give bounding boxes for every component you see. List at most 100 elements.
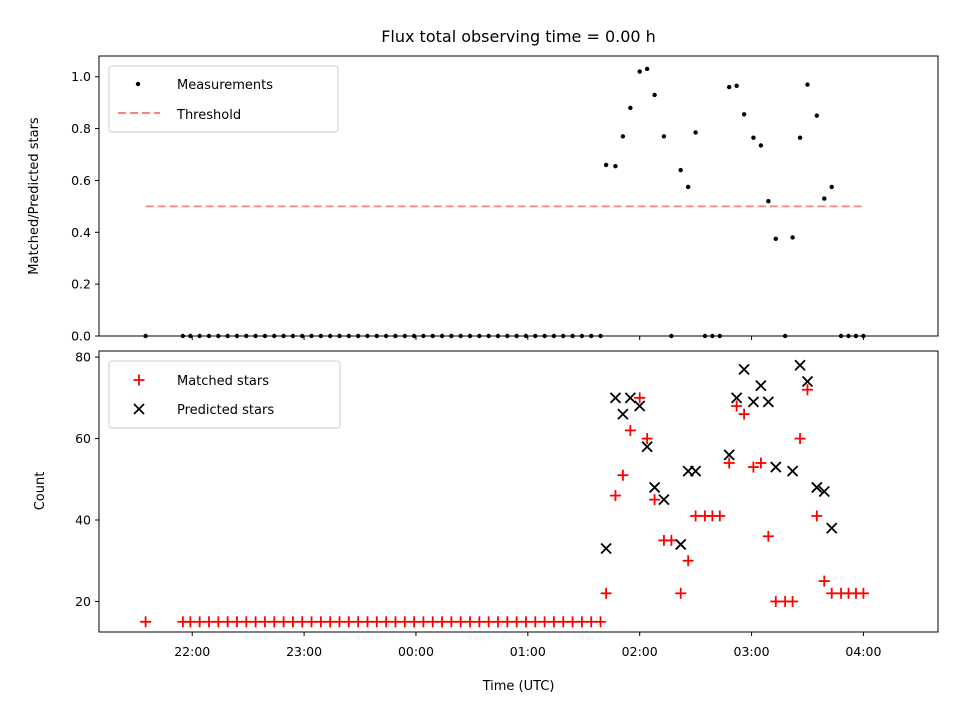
matched-star-point-64 xyxy=(738,408,750,420)
matched-star-point-45 xyxy=(585,616,597,628)
bottom-y-tick-label-1: 40 xyxy=(75,513,91,528)
predicted-star-point-22 xyxy=(818,485,830,498)
bottom-y-tick-label-2: 60 xyxy=(75,431,91,446)
matched-star-point-27 xyxy=(417,616,429,628)
matched-star-point-43 xyxy=(567,616,579,628)
matched-star-point-73 xyxy=(811,510,823,522)
matched-star-point-11 xyxy=(268,616,280,628)
matched-star-point-0 xyxy=(140,616,152,628)
measurement-point-54 xyxy=(661,134,667,139)
x-tick-label-2: 00:00 xyxy=(398,644,434,659)
matched-star-point-65 xyxy=(747,461,759,473)
matched-star-point-37 xyxy=(511,616,523,628)
x-tick-label-5: 03:00 xyxy=(734,644,770,659)
predicted-star-point-7 xyxy=(658,494,670,506)
x-tick-label-4: 02:00 xyxy=(622,644,658,659)
measurement-point-50 xyxy=(628,105,633,111)
matched-star-point-20 xyxy=(352,616,364,628)
matched-star-point-19 xyxy=(343,616,355,628)
matched-star-point-5 xyxy=(212,616,224,628)
matched-star-point-46 xyxy=(595,616,607,628)
bottom-axes-ticks: 20 40 60 80 22:00 23:00 00:00 01:00 02:00 03:00 04… xyxy=(75,350,881,659)
predicted-star-point-23 xyxy=(826,522,838,534)
top-y-tick-label-3: 0.6 xyxy=(71,173,91,188)
measurement-point-75 xyxy=(829,184,834,190)
measurement-point-64 xyxy=(741,112,747,117)
measurement-point-56 xyxy=(678,167,683,173)
matched-star-point-29 xyxy=(436,616,448,628)
legend-label-threshold: Threshold xyxy=(176,108,241,123)
predicted-star-point-10 xyxy=(689,465,702,477)
legend-label-predicted-stars: Predicted stars xyxy=(177,403,274,418)
matched-star-point-79 xyxy=(857,587,869,599)
top-axes-frame xyxy=(98,55,939,337)
matched-star-point-48 xyxy=(609,490,621,502)
x-axis-label: Time (UTC) xyxy=(482,679,555,694)
matched-star-point-72 xyxy=(801,384,813,396)
matched-star-point-55 xyxy=(665,534,677,546)
matched-star-point-44 xyxy=(576,616,588,628)
matched-star-point-25 xyxy=(399,616,411,628)
x-tick-label-1: 23:00 xyxy=(286,644,322,659)
bottom-legend-box xyxy=(108,360,341,429)
x-tick-label-3: 01:00 xyxy=(510,644,546,659)
matched-star-point-47 xyxy=(600,587,612,599)
matched-star-point-3 xyxy=(194,616,206,628)
matched-star-point-33 xyxy=(473,616,485,628)
matched-star-point-52 xyxy=(641,433,653,445)
measurement-point-47 xyxy=(603,162,609,168)
matched-star-point-70 xyxy=(787,595,799,607)
predicted-star-point-4 xyxy=(634,400,646,412)
x-tick-label-6: 04:00 xyxy=(845,644,881,659)
matched-star-point-36 xyxy=(501,616,513,628)
matched-star-point-6 xyxy=(222,616,234,628)
matched-star-point-63 xyxy=(731,400,743,412)
matched-star-point-18 xyxy=(334,616,346,628)
x-tick-label-0: 22:00 xyxy=(174,644,210,659)
matched-star-point-22 xyxy=(371,616,383,628)
matched-star-point-58 xyxy=(690,510,702,522)
measurement-point-48 xyxy=(613,163,618,169)
matched-star-point-28 xyxy=(427,616,439,628)
predicted-star-point-5 xyxy=(641,441,653,453)
measurement-point-57 xyxy=(685,184,691,190)
matched-star-point-30 xyxy=(445,616,457,628)
top-y-tick-label-0: 0.0 xyxy=(71,329,91,344)
matched-star-point-51 xyxy=(634,392,646,404)
matched-star-point-24 xyxy=(389,616,401,628)
matched-star-point-8 xyxy=(240,616,252,628)
matched-star-point-61 xyxy=(714,510,726,522)
bottom-y-axis-label: Count xyxy=(33,472,48,511)
measurement-point-68 xyxy=(773,236,778,241)
measurement-point-74 xyxy=(822,196,827,201)
bottom-y-tick-label-0: 20 xyxy=(75,594,91,609)
measurement-point-63 xyxy=(734,83,739,89)
predicted-star-point-3 xyxy=(624,392,637,404)
matched-star-point-34 xyxy=(483,616,495,628)
top-legend-box xyxy=(108,65,339,133)
predicted-star-point-1 xyxy=(609,392,622,404)
bottom-legend: Matched stars Predicted stars xyxy=(108,360,341,429)
predicted-star-point-6 xyxy=(648,481,661,494)
matched-star-point-32 xyxy=(464,616,476,628)
predicted-star-point-13 xyxy=(738,363,750,375)
predicted-star-point-18 xyxy=(786,465,799,477)
matched-star-point-21 xyxy=(361,616,373,628)
predicted-star-point-14 xyxy=(747,396,760,408)
predicted-star-point-19 xyxy=(794,359,806,371)
predicted-star-point-0 xyxy=(600,542,612,555)
matched-star-point-4 xyxy=(203,616,215,628)
matched-star-point-15 xyxy=(306,616,318,628)
matched-star-point-62 xyxy=(723,457,735,469)
matched-star-point-13 xyxy=(287,616,299,628)
matched-star-point-7 xyxy=(231,616,243,628)
matched-star-point-41 xyxy=(548,616,560,628)
matched-star-point-71 xyxy=(794,433,806,445)
matched-star-point-10 xyxy=(259,616,271,628)
predicted-star-point-8 xyxy=(675,538,687,551)
matched-star-point-68 xyxy=(770,595,782,607)
matched-star-point-53 xyxy=(649,494,661,506)
measurement-point-51 xyxy=(637,69,642,74)
bottom-y-tick-label-3: 80 xyxy=(75,350,91,365)
